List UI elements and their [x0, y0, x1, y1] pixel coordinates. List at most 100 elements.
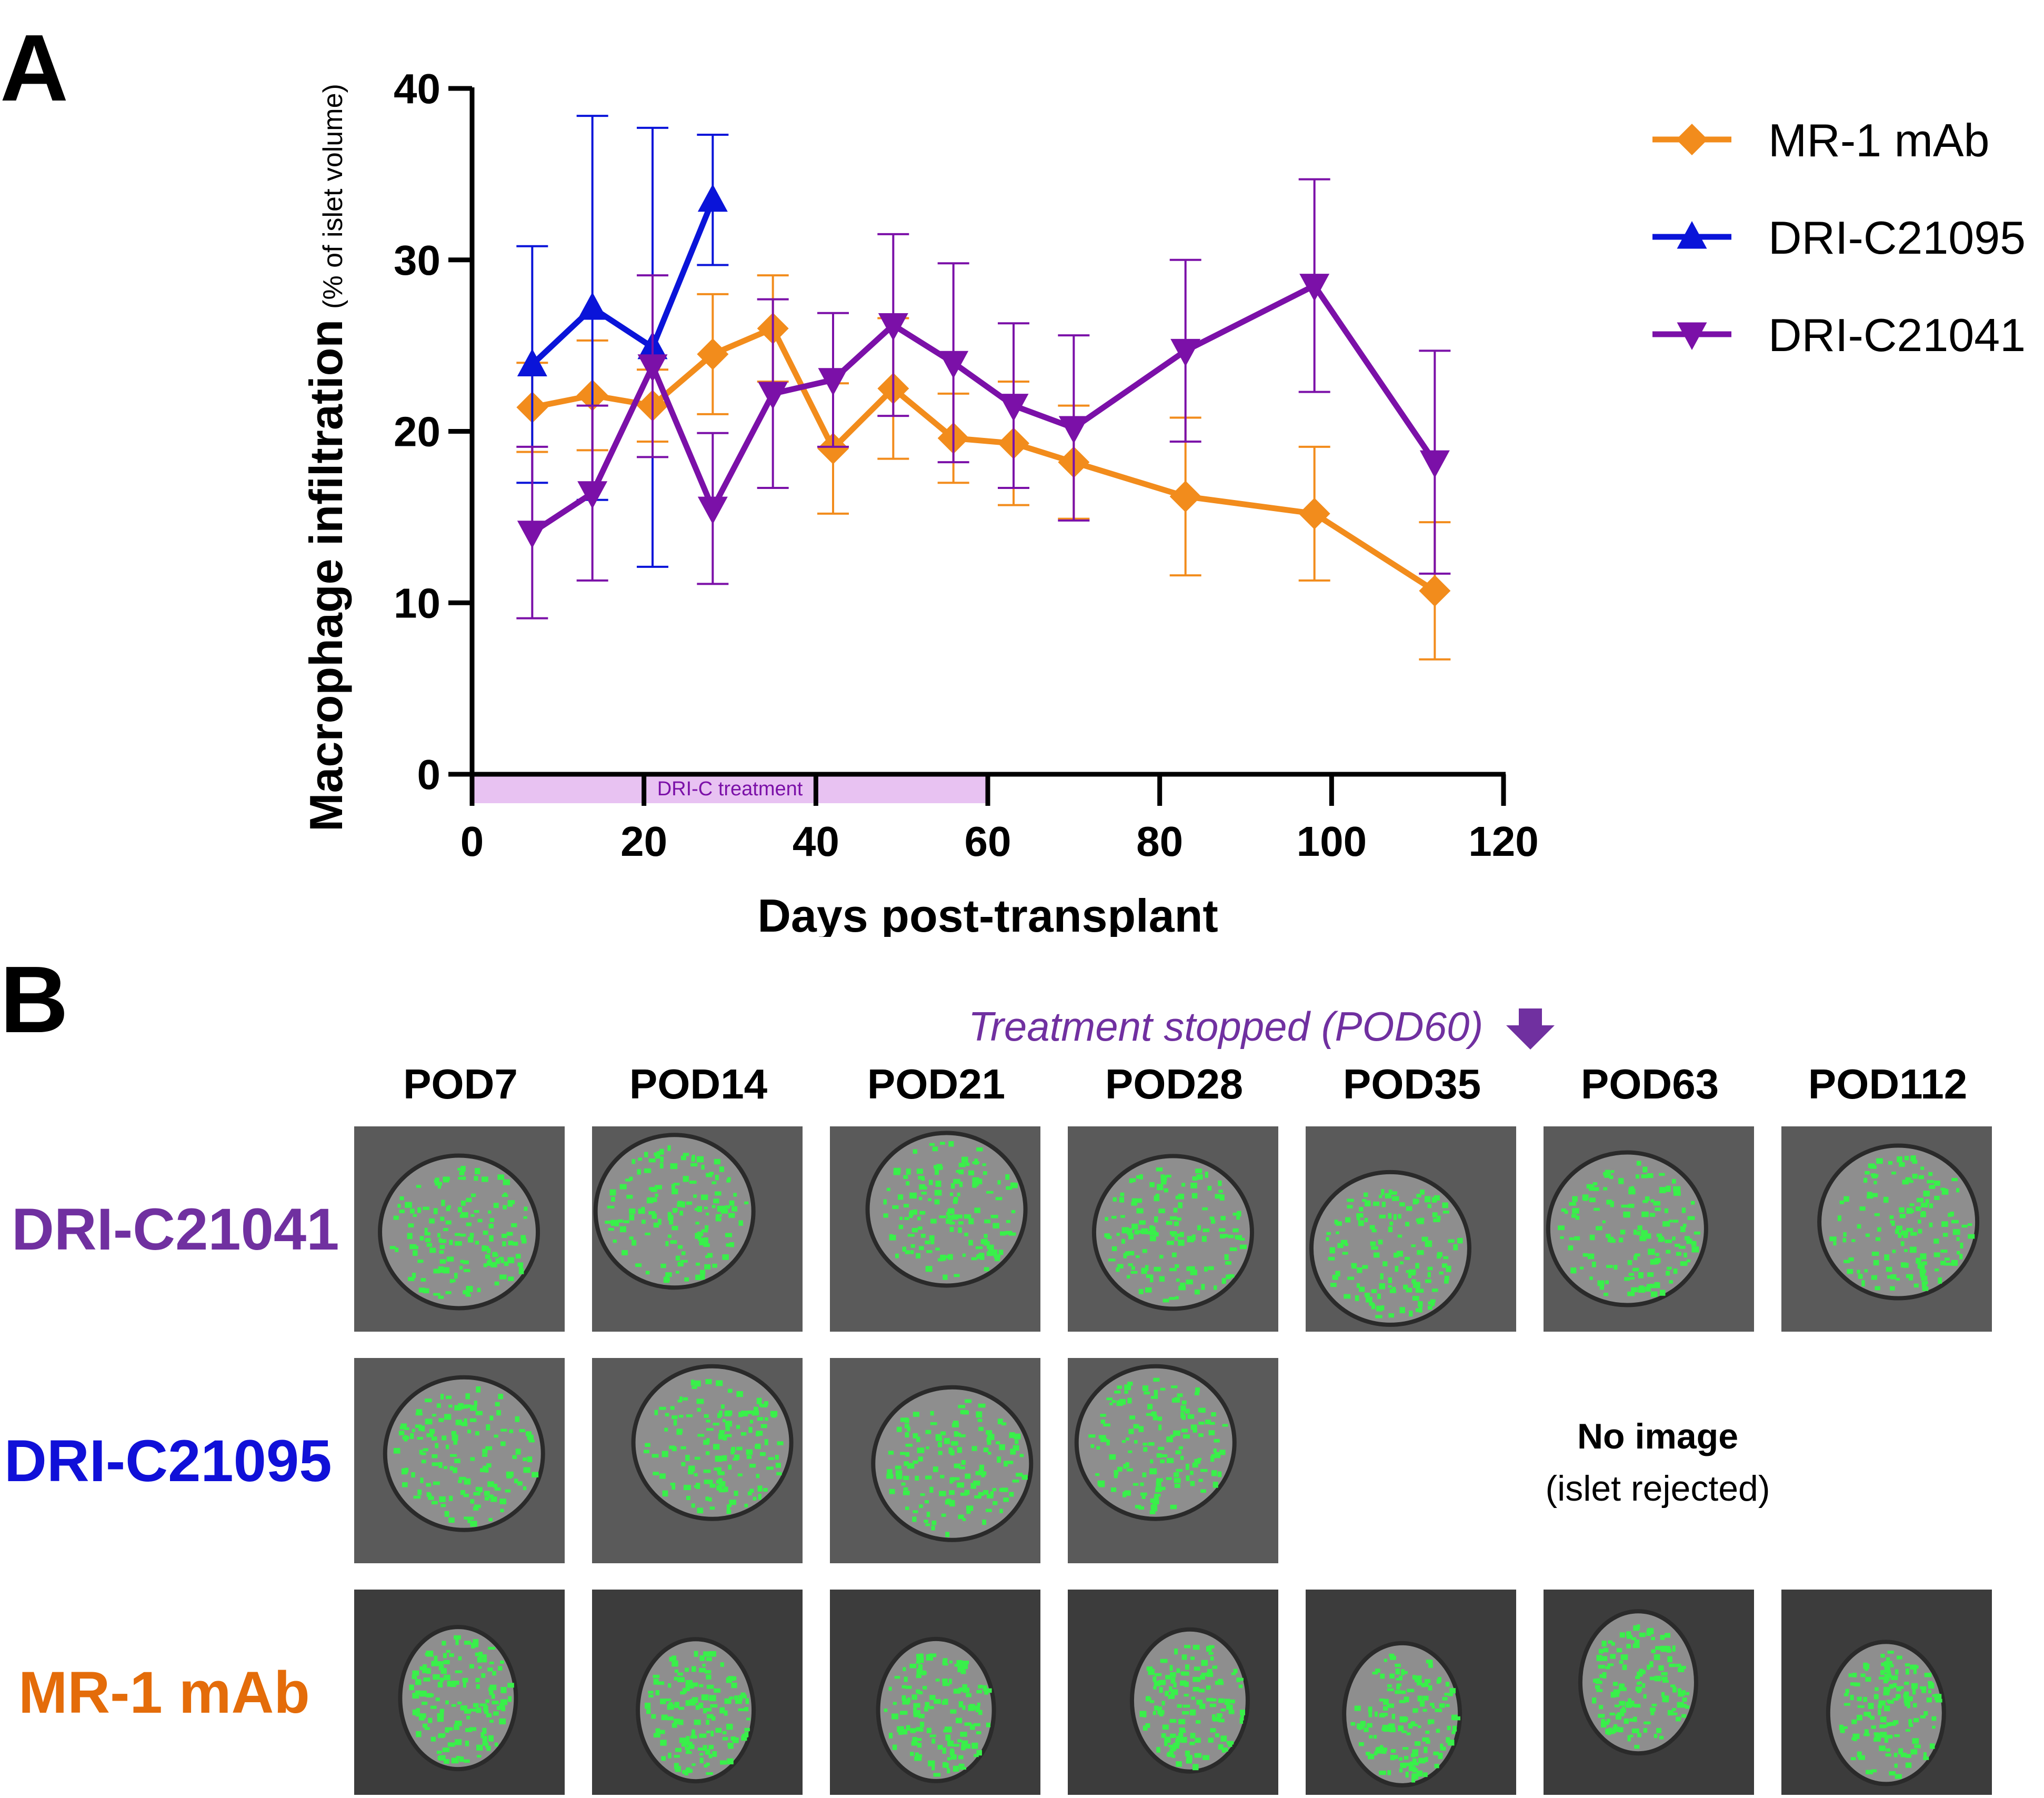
- micrograph-image: [1068, 1590, 1278, 1795]
- y-axis-label: Macrophage infiltration (% of islet volum…: [300, 84, 352, 832]
- data-point: [1419, 450, 1450, 478]
- pod-label: POD7: [403, 1061, 518, 1107]
- data-point: [938, 351, 969, 379]
- micrograph-image: [1781, 1590, 1992, 1795]
- data-point: [818, 368, 848, 396]
- y-tick-label: 20: [394, 408, 440, 455]
- series-line: [532, 325, 1437, 594]
- micrograph-image: [354, 1126, 565, 1332]
- micrograph-image: [1544, 1126, 1754, 1332]
- islet-micrograph: [354, 1358, 565, 1563]
- islet-micrograph: [830, 1358, 1040, 1563]
- pod-label: POD28: [1105, 1061, 1244, 1107]
- data-point: [1058, 416, 1089, 444]
- data-point: [1299, 274, 1330, 302]
- legend-label: DRI-C21041: [1768, 309, 2026, 361]
- y-tick-label: 10: [394, 580, 440, 626]
- micrograph-image: [1306, 1126, 1516, 1332]
- data-point: [697, 496, 728, 525]
- panel-b-label: B: [0, 947, 68, 1053]
- micrograph-image: [592, 1590, 803, 1795]
- data-point: [577, 481, 608, 509]
- islet-micrograph: [592, 1590, 803, 1795]
- micrograph-image: [830, 1126, 1040, 1332]
- data-point: [878, 313, 908, 341]
- x-tick-label: 80: [1136, 818, 1183, 865]
- islet-micrograph: [830, 1126, 1040, 1332]
- y-tick-label: 30: [394, 237, 440, 284]
- treatment-stopped-note: Treatment stopped (POD60): [968, 1003, 1557, 1051]
- pod-label: POD112: [1808, 1061, 1968, 1107]
- micrograph-image: [1781, 1126, 1992, 1332]
- legend-label: MR-1 mAb: [1768, 114, 1990, 166]
- data-point: [998, 394, 1029, 422]
- micrograph-image: [1068, 1126, 1278, 1332]
- y-axis-label-main: Macrophage infiltration: [300, 319, 352, 832]
- micrograph-image: [592, 1126, 803, 1332]
- data-point: [637, 354, 668, 382]
- micrograph-image: [592, 1358, 803, 1563]
- data-point: [517, 521, 547, 548]
- micrograph-image: [830, 1590, 1040, 1795]
- data-point: [697, 338, 729, 370]
- data-point: [697, 184, 728, 212]
- macrophage-infiltration-chart: DRI-C treatment 0 10 20 30 40 0 20 40 60 80 100 120…: [300, 65, 2026, 937]
- pod-label: POD35: [1342, 1061, 1481, 1107]
- pod-label: POD21: [867, 1061, 1006, 1107]
- islet-micrograph: [830, 1590, 1040, 1795]
- micrograph-image: [354, 1358, 565, 1563]
- islet-micrograph: [1781, 1590, 1992, 1795]
- row-label-mr1-mab: MR-1 mAb: [18, 1660, 310, 1725]
- islet-micrograph: [592, 1126, 803, 1332]
- micrograph-image: [1544, 1590, 1754, 1795]
- data-point: [1170, 338, 1201, 367]
- islet-micrograph: [1068, 1358, 1278, 1563]
- islet-micrograph: [354, 1590, 565, 1795]
- y-tick-label: 40: [394, 65, 440, 112]
- islet-micrograph: [1781, 1126, 1992, 1332]
- micrograph-image: [1068, 1358, 1278, 1563]
- data-point: [517, 348, 547, 376]
- islet-micrograph: [592, 1358, 803, 1563]
- series-line: [530, 198, 716, 367]
- axes-layer: 0 10 20 30 40 0 20 40 60 80 100 120 Days post-transp…: [300, 65, 1539, 937]
- series-dri-c21041: [516, 178, 1451, 620]
- x-tick-label: 40: [793, 818, 839, 865]
- islet-micrograph: [1544, 1126, 1754, 1332]
- islet-micrograph: [1544, 1590, 1754, 1795]
- no-image-message: No image (islet rejected): [1421, 1411, 1895, 1514]
- islet-micrograph: [354, 1126, 565, 1332]
- data-point: [1419, 575, 1451, 607]
- no-image-title: No image: [1577, 1416, 1739, 1456]
- pod-label: POD14: [629, 1061, 768, 1107]
- data-point: [817, 433, 849, 465]
- legend-label: DRI-C21095: [1768, 212, 2026, 264]
- islet-micrograph: [1306, 1126, 1516, 1332]
- series-dri-c21095: [516, 115, 729, 568]
- legend-marker: [1676, 124, 1708, 155]
- down-arrow-icon: [1506, 1008, 1555, 1050]
- data-point: [577, 292, 608, 320]
- legend-marker: [1677, 322, 1707, 350]
- x-axis-label: Days post-transplant: [757, 890, 1218, 937]
- no-image-subtitle: (islet rejected): [1545, 1468, 1770, 1509]
- data-point: [758, 382, 788, 409]
- islet-micrograph: [1306, 1590, 1516, 1795]
- data-point: [1298, 497, 1330, 530]
- micrograph-image: [830, 1358, 1040, 1563]
- micrograph-image: [354, 1590, 565, 1795]
- treatment-stopped-text: Treatment stopped (POD60): [968, 1003, 1484, 1050]
- data-point: [1169, 481, 1201, 513]
- row-label-dri-c21041: DRI-C21041: [12, 1196, 339, 1262]
- legend-layer: MR-1 mAb DRI-C21095 DRI-C21041: [1652, 114, 2026, 361]
- x-tick-label: 20: [620, 818, 667, 865]
- islet-micrograph: [1068, 1126, 1278, 1332]
- x-tick-label: 60: [965, 818, 1011, 865]
- series-line: [530, 283, 1437, 535]
- x-tick-label: 120: [1468, 818, 1538, 865]
- x-tick-label: 100: [1297, 818, 1367, 865]
- pod-label: POD63: [1580, 1061, 1719, 1107]
- x-tick-label: 0: [460, 818, 484, 865]
- row-label-dri-c21095: DRI-C21095: [4, 1428, 332, 1494]
- series-layer: [516, 115, 1451, 661]
